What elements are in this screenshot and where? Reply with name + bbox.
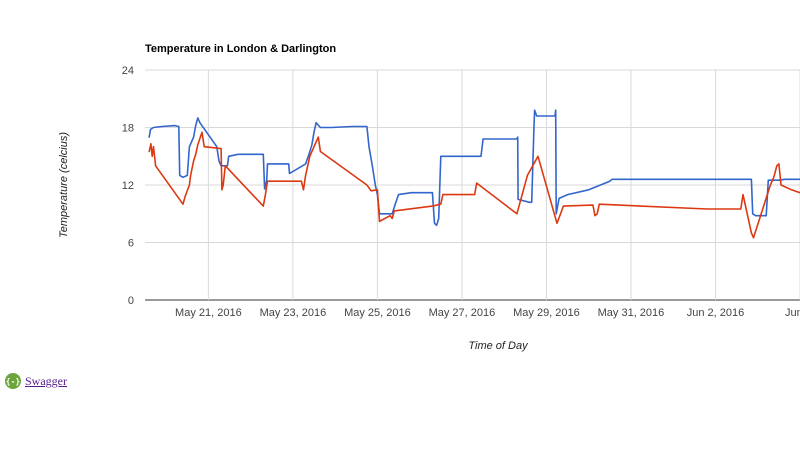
x-tick-label: Jun 2, 2016 xyxy=(687,307,745,319)
swagger-link-row: {-} Swagger xyxy=(5,373,67,389)
tick-layer: 0 6 12 18 24 May 21, 2016 May 23, 2016 May 25, … xyxy=(122,65,800,319)
x-tick-label: May 29, 2016 xyxy=(513,307,580,319)
x-tick-label: May 27, 2016 xyxy=(429,307,496,319)
y-tick-label: 6 xyxy=(128,238,134,250)
y-tick-label: 0 xyxy=(128,295,134,307)
grid-layer xyxy=(145,69,800,301)
temperature-chart: Temperature in London & Darlington 0 6 12 1… xyxy=(58,43,800,352)
y-tick-label: 12 xyxy=(122,180,134,192)
x-tick-label: May 25, 2016 xyxy=(344,307,411,319)
y-tick-label: 18 xyxy=(122,123,134,135)
series-layer xyxy=(148,109,800,239)
y-axis-title: Temperature (celcius) xyxy=(58,132,70,238)
x-tick-label: May 31, 2016 xyxy=(598,307,665,319)
x-tick-label: May 21, 2016 xyxy=(175,307,242,319)
chart-title: Temperature in London & Darlington xyxy=(145,43,336,55)
swagger-link[interactable]: Swagger xyxy=(25,373,67,388)
x-tick-label: May 23, 2016 xyxy=(260,307,327,319)
series-line-2 xyxy=(148,131,800,239)
swagger-logo-icon: {-} xyxy=(5,373,21,389)
x-tick-label: Jun 4, xyxy=(785,307,800,319)
y-tick-label: 24 xyxy=(122,65,134,77)
x-axis-title: Time of Day xyxy=(468,340,529,352)
